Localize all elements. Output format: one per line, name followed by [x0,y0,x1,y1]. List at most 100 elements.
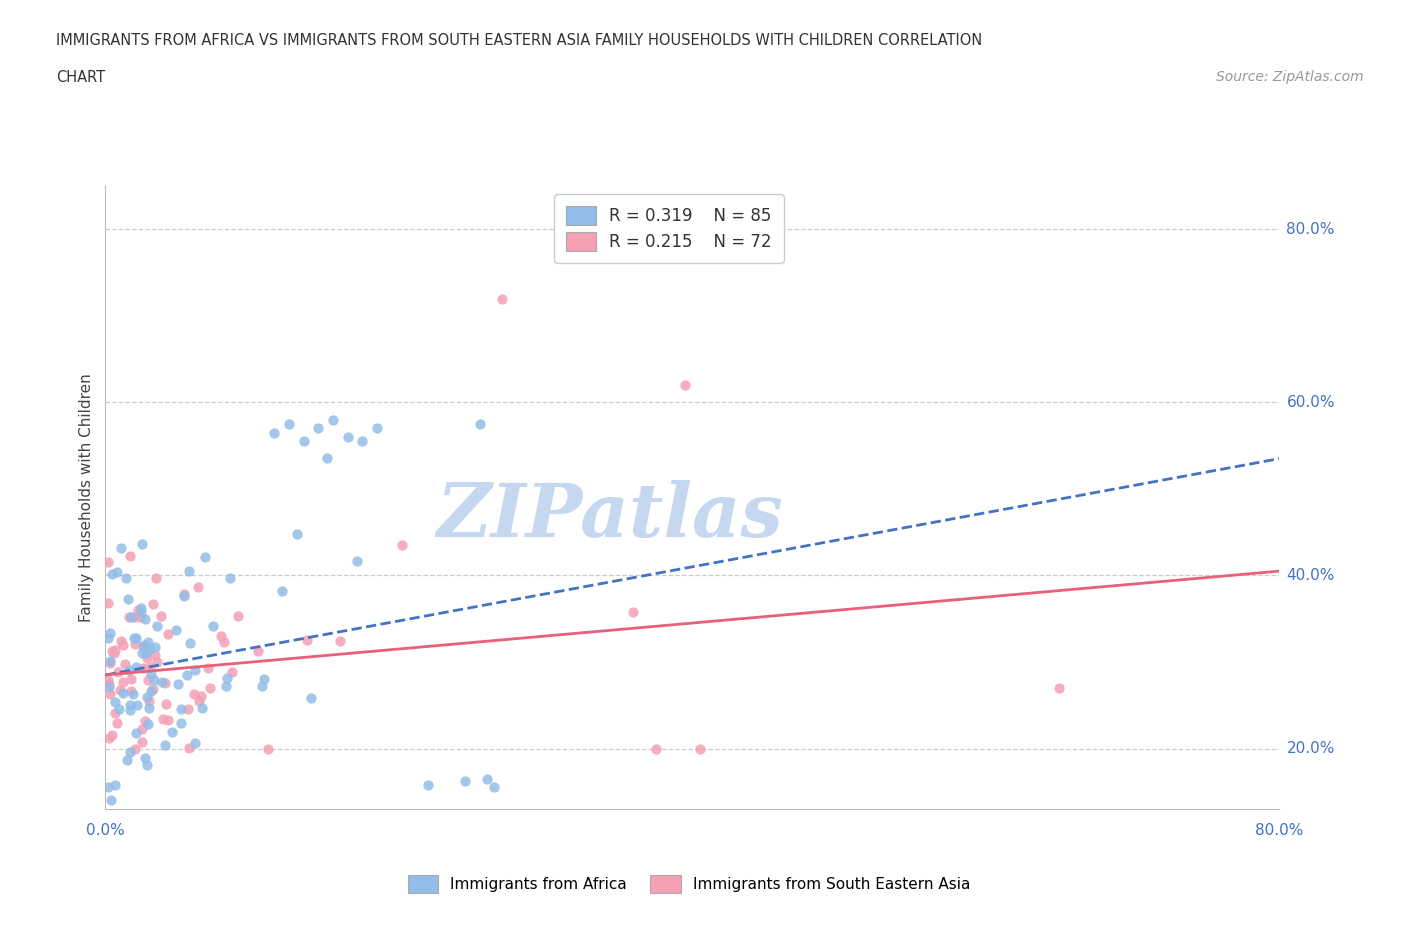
Point [295,632,318,647]
Point [120,549,142,564]
Point [160,724,183,739]
Point [183,663,205,678]
Point [246,644,269,658]
Point [104,643,127,658]
Point [475,771,498,786]
Point [256,741,278,756]
Point [352,434,374,449]
Point [97,595,120,610]
Point [169,701,191,716]
Point [118,745,141,760]
Point [315,450,337,465]
Point [346,553,368,568]
Point [217,671,239,685]
Point [173,587,195,602]
Point [491,291,513,306]
Point [336,430,359,445]
Point [197,660,219,675]
Point [139,659,162,674]
Point [150,608,173,623]
Point [187,694,209,709]
Point [101,644,124,658]
Point [129,604,152,619]
Point [124,741,146,756]
Point [98,686,121,701]
Point [136,650,159,665]
Point [194,550,217,565]
Point [138,700,160,715]
Point [115,571,138,586]
Point [221,665,243,680]
Point [141,667,163,682]
Text: 60.0%: 60.0% [1286,395,1334,410]
Point [299,690,322,705]
Point [100,793,122,808]
Point [100,626,122,641]
Point [101,728,124,743]
Point [98,731,121,746]
Text: ZIPatlas: ZIPatlas [437,480,783,552]
Legend: R = 0.319    N = 85, R = 0.215    N = 72: R = 0.319 N = 85, R = 0.215 N = 72 [554,194,783,263]
Point [112,685,135,700]
Point [219,571,242,586]
Point [177,701,200,716]
Point [209,629,232,644]
Point [104,777,127,792]
Point [134,751,156,765]
Text: CHART: CHART [56,70,105,85]
Point [104,706,127,721]
Point [117,591,139,606]
Point [118,663,141,678]
Point [143,647,166,662]
Text: 20.0%: 20.0% [1286,741,1334,756]
Point [170,716,193,731]
Point [214,679,236,694]
Point [131,645,153,660]
Point [111,675,134,690]
Point [183,686,205,701]
Text: 40.0%: 40.0% [1286,568,1334,583]
Point [110,683,132,698]
Point [138,694,160,709]
Point [127,698,149,712]
Point [322,412,344,427]
Text: Source: ZipAtlas.com: Source: ZipAtlas.com [1216,70,1364,84]
Point [135,758,157,773]
Point [468,417,491,432]
Point [200,681,222,696]
Point [250,679,273,694]
Point [165,623,187,638]
Point [122,609,145,624]
Text: 80.0%: 80.0% [1286,221,1334,237]
Point [131,537,153,551]
Point [135,645,157,660]
Point [143,639,166,654]
Point [307,421,329,436]
Point [150,674,173,689]
Point [329,633,352,648]
Point [484,780,506,795]
Point [132,640,155,655]
Point [124,637,146,652]
Text: 80.0%: 80.0% [1256,823,1303,838]
Point [110,633,132,648]
Point [101,567,124,582]
Point [143,672,166,687]
Point [136,672,159,687]
Point [122,631,145,646]
Point [97,779,120,794]
Point [136,635,159,650]
Point [271,583,294,598]
Point [253,671,276,686]
Point [285,526,308,541]
Text: IMMIGRANTS FROM AFRICA VS IMMIGRANTS FROM SOUTH EASTERN ASIA FAMILY HOUSEHOLDS W: IMMIGRANTS FROM AFRICA VS IMMIGRANTS FRO… [56,33,983,47]
Point [139,642,162,657]
Point [105,716,128,731]
Point [167,677,190,692]
Point [131,722,153,737]
Point [179,635,201,650]
Point [177,741,200,756]
Point [179,564,201,578]
Point [689,741,711,756]
Point [132,660,155,675]
